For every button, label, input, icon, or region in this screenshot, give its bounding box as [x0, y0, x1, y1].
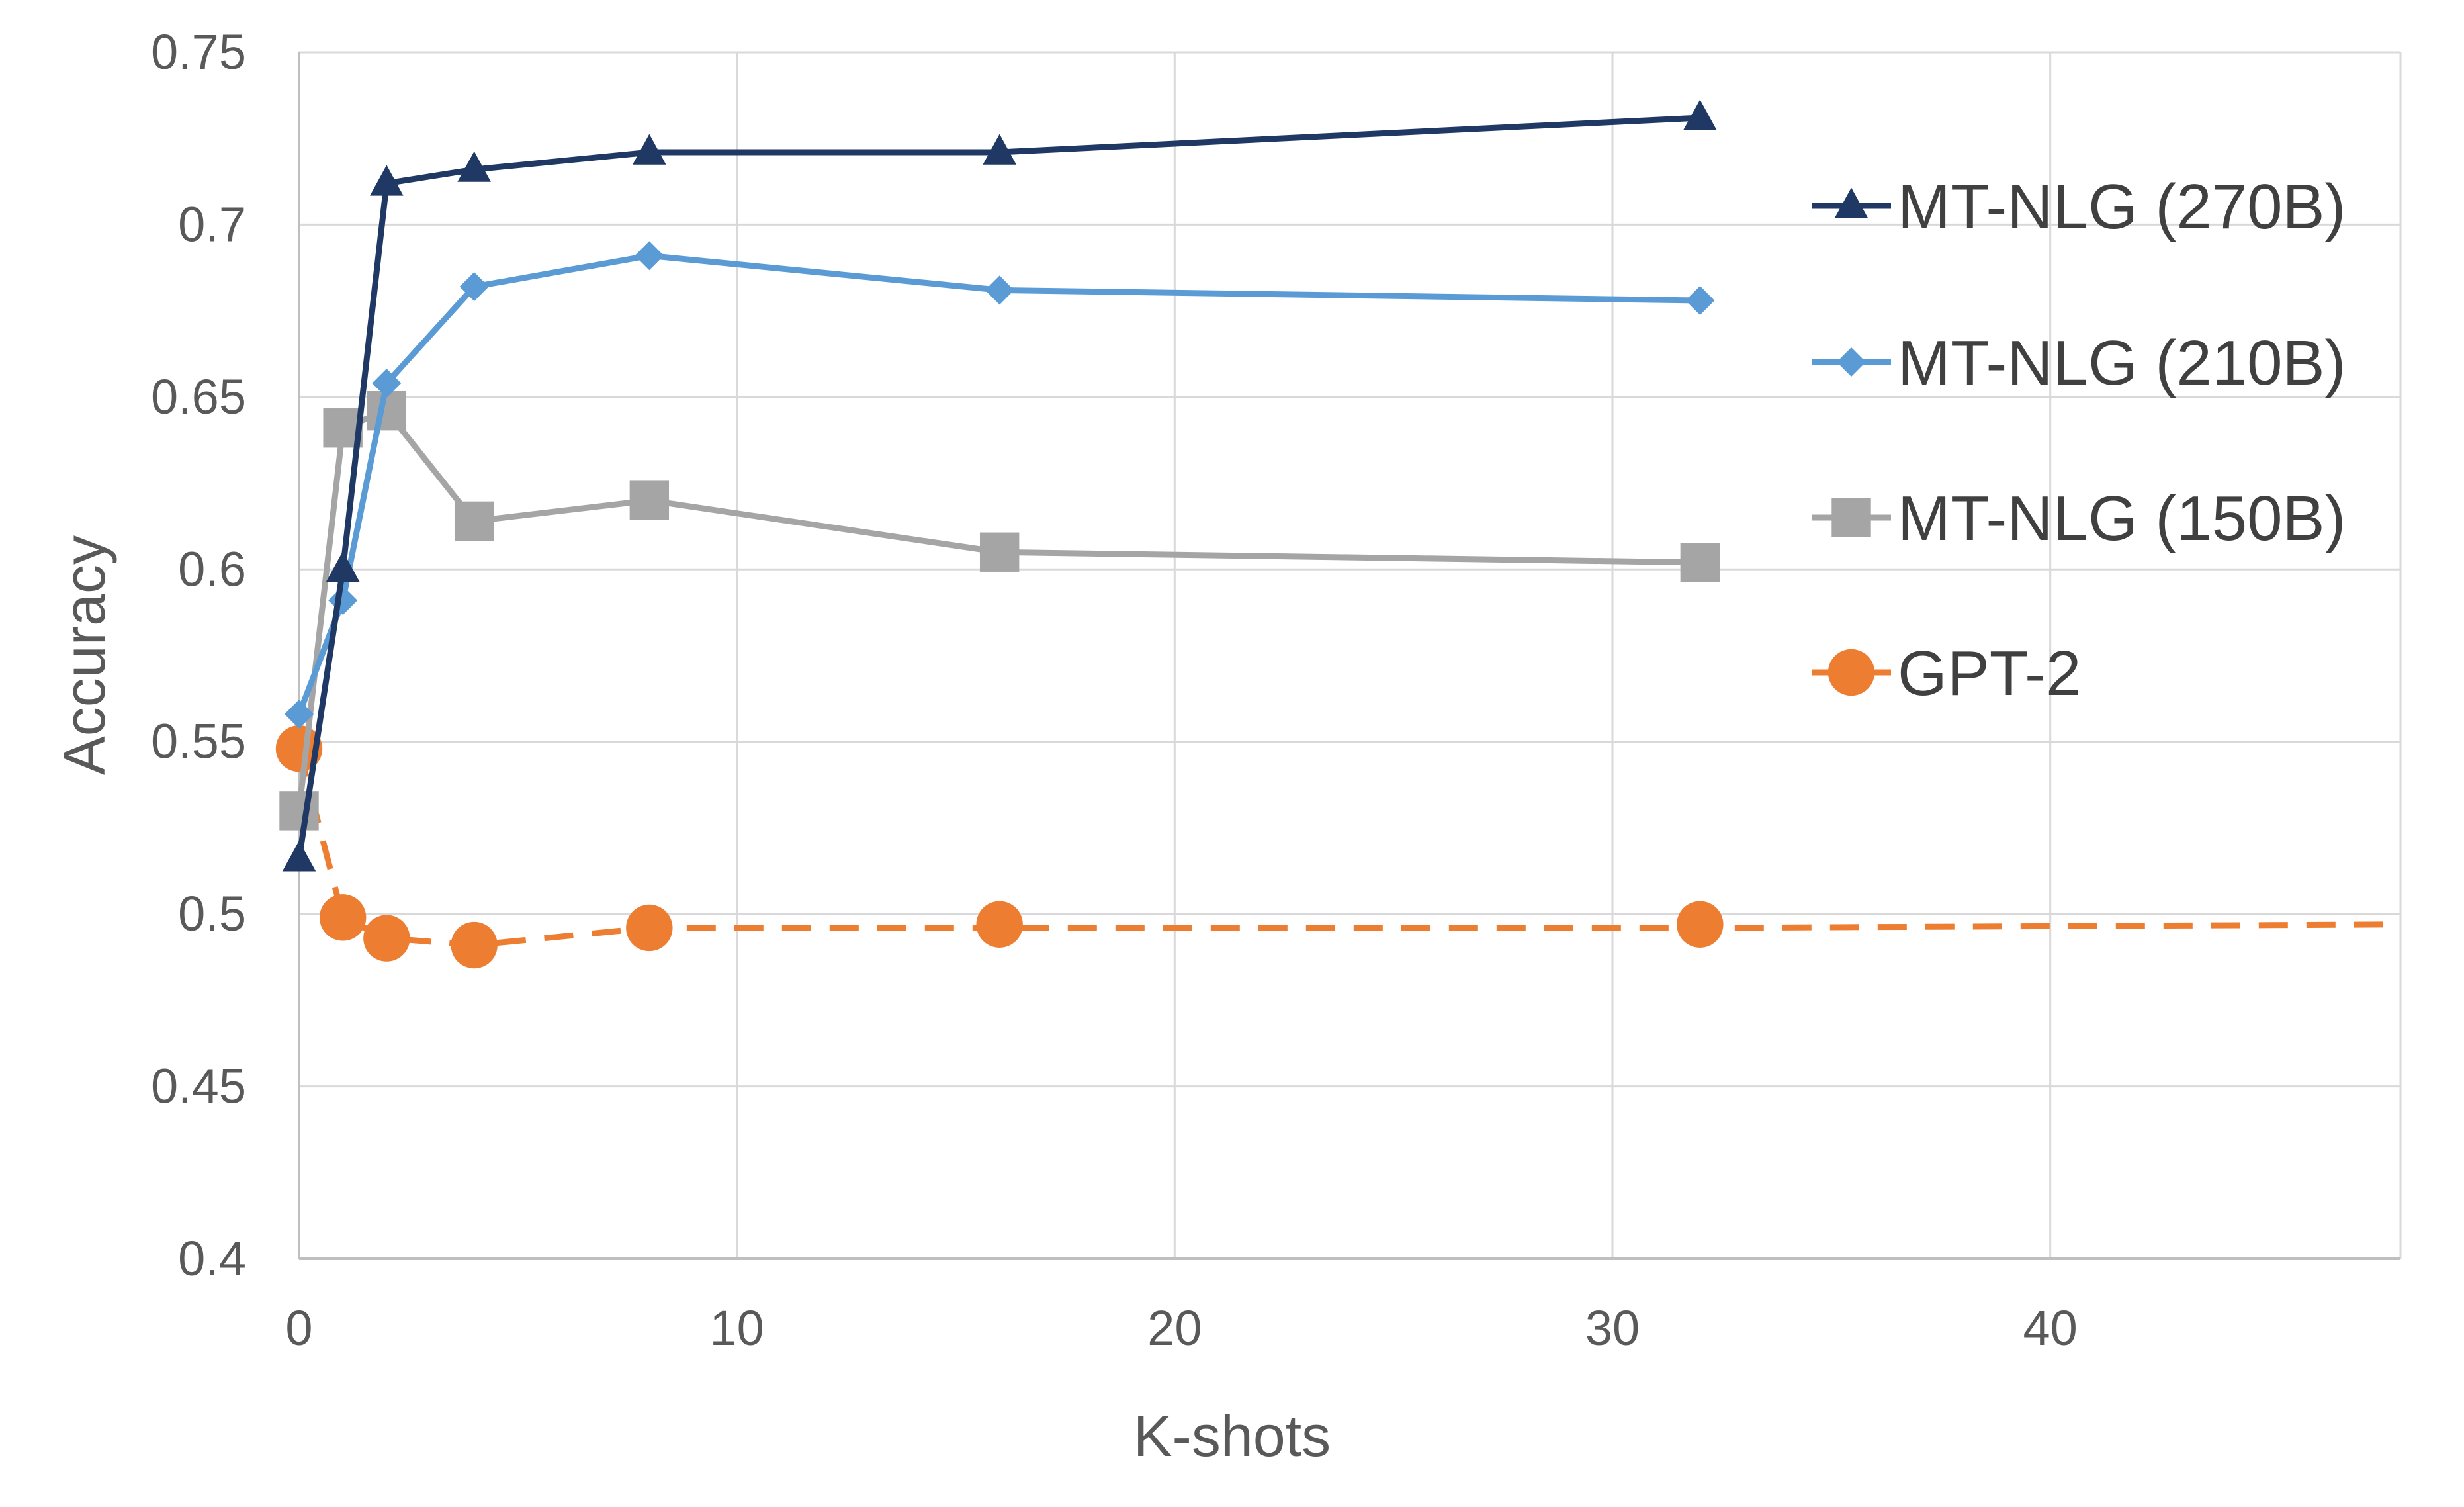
series: [275, 99, 2401, 969]
legend-marker: [1831, 498, 1871, 537]
series-line: [296, 114, 1700, 860]
x-tick-label: 20: [1147, 1301, 1202, 1355]
legend-label: MT-NLG (150B): [1898, 483, 2346, 554]
data-point: [279, 791, 319, 831]
data-point: [976, 901, 1023, 948]
y-tick-label: 0.7: [178, 197, 246, 251]
y-tick-label: 0.5: [178, 886, 246, 941]
y-axis-title: Accuracy: [52, 535, 117, 775]
data-point: [282, 841, 316, 872]
data-point: [328, 586, 358, 616]
series-line: [296, 748, 2401, 948]
data-point: [372, 369, 402, 398]
data-point: [285, 700, 314, 729]
y-tick-label: 0.75: [151, 24, 246, 79]
data-point: [275, 725, 323, 772]
data-point: [1677, 901, 1724, 948]
legend-item: MT-NLG (270B): [1812, 171, 2346, 242]
legend-item: GPT-2: [1812, 638, 2081, 709]
legend-item: MT-NLG (150B): [1812, 483, 2346, 554]
data-point: [459, 272, 489, 302]
legend-marker: [1834, 187, 1869, 218]
series-line: [296, 408, 1700, 811]
legend: MT-NLG (270B) MT-NLG (210B) MT-NLG (150B) G…: [1812, 171, 2346, 709]
data-point: [326, 551, 360, 582]
data-point: [319, 894, 367, 941]
x-tick-label: 40: [2023, 1301, 2078, 1355]
data-point: [370, 165, 404, 196]
x-tick-label: 0: [285, 1301, 312, 1355]
data-point: [633, 134, 666, 165]
data-point: [985, 275, 1014, 305]
legend-label: MT-NLG (270B): [1898, 171, 2346, 242]
data-point: [626, 904, 673, 952]
x-tick-label: 10: [710, 1301, 764, 1355]
axes: 0.4 0.45 0.5 0.55 0.6 0.65 0.7 0.75 0 10 20 30 40: [151, 24, 2400, 1355]
legend-marker: [1837, 347, 1866, 377]
series-mt-nlg-150b: [279, 390, 1720, 831]
x-tick-label: 30: [1585, 1301, 1640, 1355]
legend-item: MT-NLG (210B): [1812, 328, 2346, 398]
data-point: [983, 134, 1016, 165]
data-point: [629, 480, 670, 520]
data-point: [979, 532, 1020, 572]
y-tick-label: 0.65: [151, 369, 246, 424]
y-tick-label: 0.45: [151, 1059, 246, 1114]
legend-label: GPT-2: [1898, 638, 2081, 709]
legend-marker: [1827, 649, 1875, 696]
data-point: [363, 915, 410, 962]
y-tick-label: 0.4: [178, 1231, 246, 1286]
data-point: [457, 151, 491, 182]
y-tick-label: 0.55: [151, 714, 246, 769]
data-point: [454, 501, 494, 541]
data-point: [635, 241, 664, 271]
series-gpt-2: [275, 725, 2401, 969]
legend-label: MT-NLG (210B): [1898, 328, 2346, 398]
x-axis-title: K-shots: [1133, 1403, 1331, 1469]
data-point: [451, 921, 498, 969]
data-point: [1683, 99, 1717, 130]
data-point: [1680, 543, 1720, 582]
series-mt-nlg-210b: [285, 241, 1715, 729]
y-tick-label: 0.6: [178, 541, 246, 596]
series-mt-nlg-270b: [282, 99, 1717, 872]
series-line: [296, 252, 1700, 715]
data-point: [1685, 286, 1715, 316]
